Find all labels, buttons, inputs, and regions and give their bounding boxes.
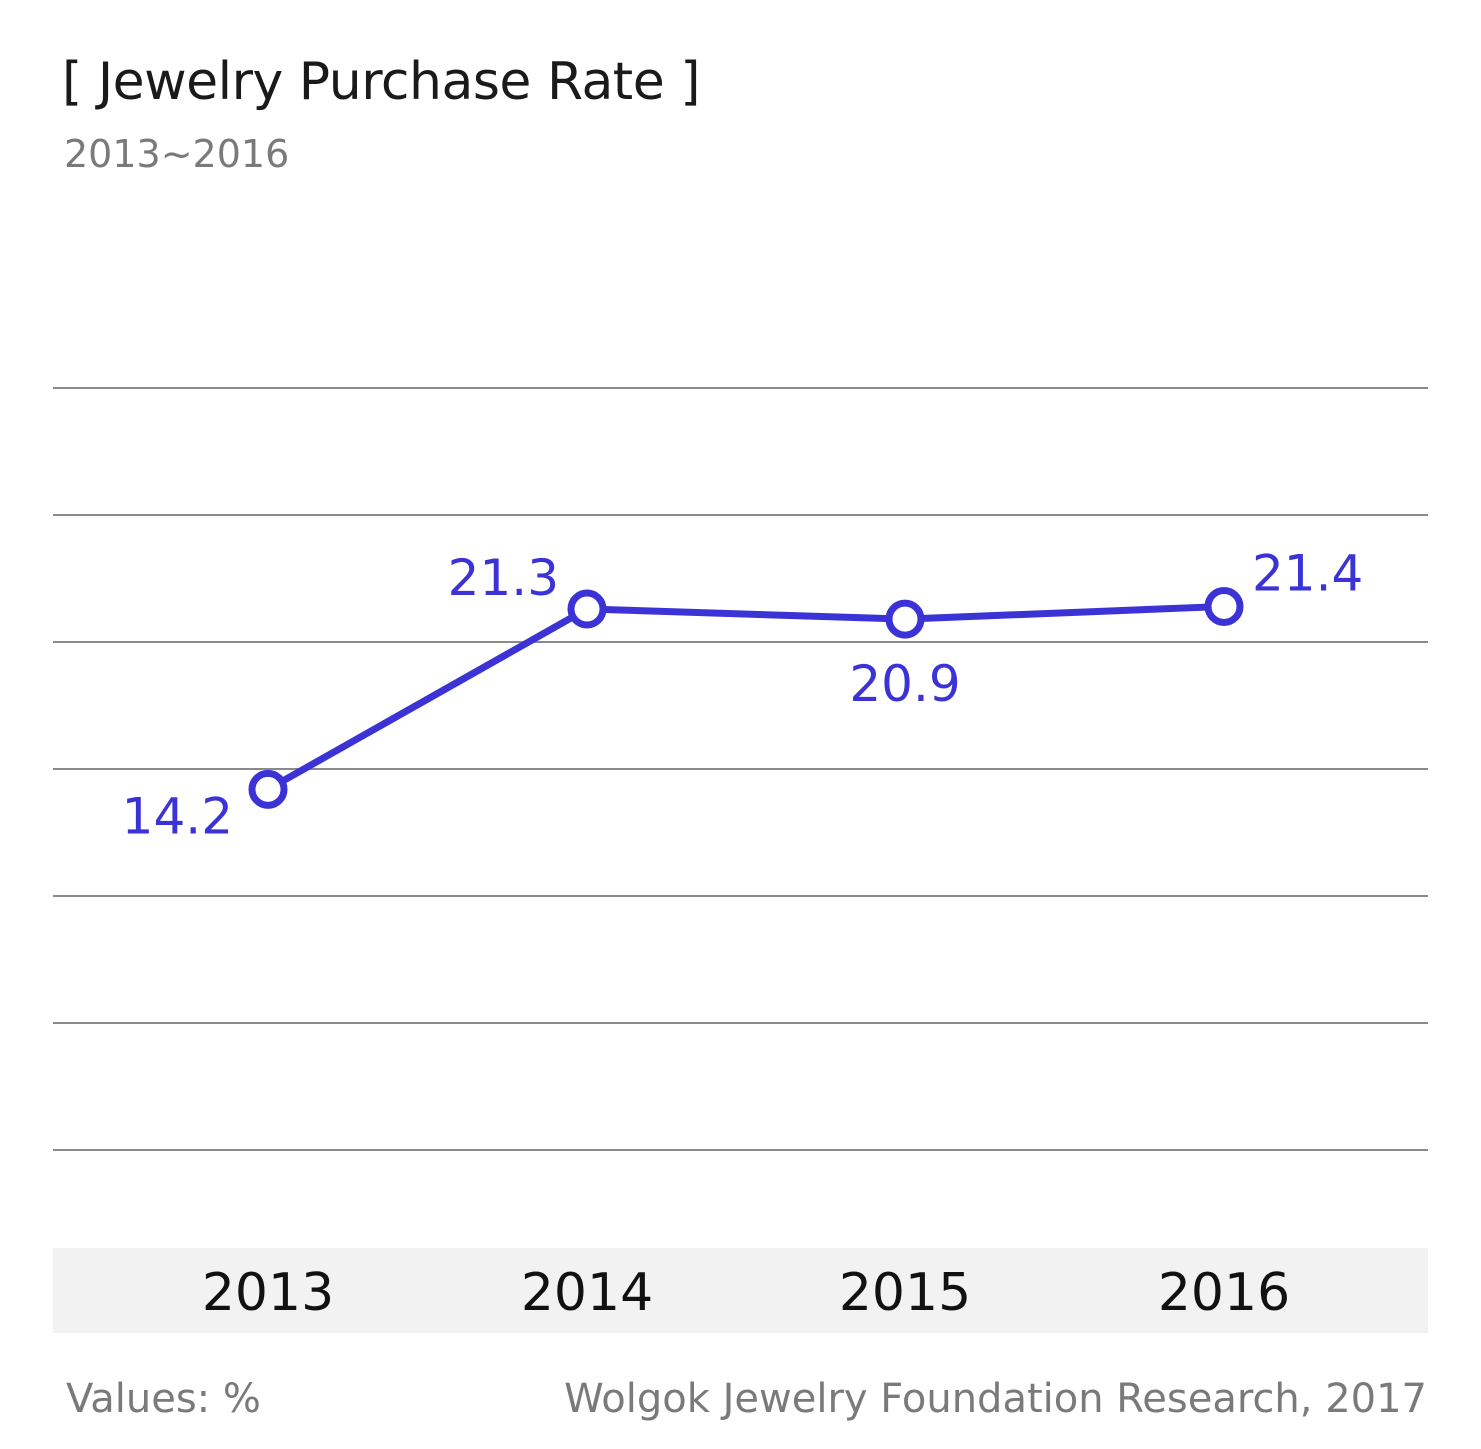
x-axis-band <box>53 1248 1428 1333</box>
data-point <box>248 769 288 809</box>
series-line-layer <box>266 602 1225 793</box>
x-tick-label: 2016 <box>1158 1263 1290 1323</box>
data-point <box>1204 586 1244 626</box>
data-point <box>885 599 925 639</box>
data-label: 20.9 <box>849 655 960 713</box>
series-line <box>266 602 1225 793</box>
chart-subtitle: 2013~2016 <box>64 132 290 176</box>
units-note: Values: % <box>66 1376 261 1422</box>
x-tick-label: 2014 <box>521 1263 653 1323</box>
data-points <box>248 586 1244 809</box>
source-note: Wolgok Jewelry Foundation Research, 2017 <box>564 1376 1427 1422</box>
chart-title: [ Jewelry Purchase Rate ] <box>62 52 701 112</box>
data-point <box>567 589 607 629</box>
x-tick-label: 2015 <box>839 1263 971 1323</box>
gridlines <box>53 387 1428 1151</box>
data-label: 14.2 <box>122 787 233 845</box>
x-axis-ticks: 2013 2014 2015 2016 <box>202 1263 1290 1323</box>
data-label: 21.3 <box>448 549 559 607</box>
x-tick-label: 2013 <box>202 1263 334 1323</box>
data-labels: 14.2 21.3 20.9 21.4 <box>122 544 1364 845</box>
data-label: 21.4 <box>1252 544 1363 602</box>
